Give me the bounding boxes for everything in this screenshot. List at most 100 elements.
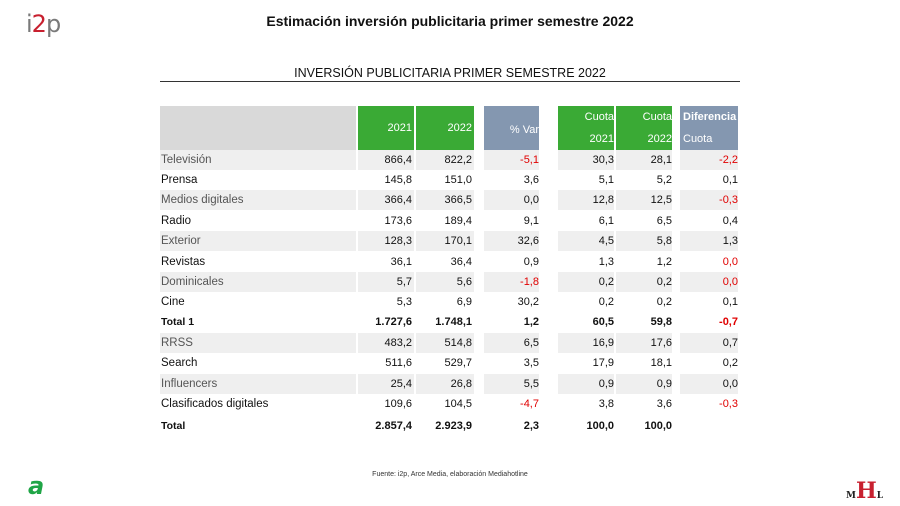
row-shade <box>416 374 474 394</box>
cell-2021: 173,6 <box>384 215 412 227</box>
cell-dif: 0,2 <box>722 357 738 369</box>
header-dif-block <box>680 106 738 150</box>
cell-2021: 25,4 <box>390 378 412 390</box>
cell-cuota2021: 0,9 <box>598 378 614 390</box>
cell-var: 2,3 <box>523 420 539 432</box>
row-label: Influencers <box>161 378 218 390</box>
row-shade <box>616 150 672 170</box>
cell-2022: 36,4 <box>450 256 472 268</box>
cell-var: 9,1 <box>523 215 539 227</box>
cell-cuota2022: 5,2 <box>656 174 672 186</box>
cell-dif: 0,0 <box>722 276 738 288</box>
row-shade <box>680 333 738 353</box>
row-label: Prensa <box>161 174 198 186</box>
row-shade <box>558 333 614 353</box>
cell-var: 1,2 <box>523 316 539 328</box>
row-label: Radio <box>161 215 192 227</box>
cell-cuota2021: 12,8 <box>592 194 614 206</box>
cell-var: -5,1 <box>520 154 539 166</box>
header-dif-sub: Cuota <box>683 133 713 145</box>
cell-2022: 514,8 <box>444 337 472 349</box>
cell-dif: 0,1 <box>722 174 738 186</box>
row-label: Cine <box>161 296 185 308</box>
cell-cuota2022: 5,8 <box>656 235 672 247</box>
row-shade <box>616 374 672 394</box>
cell-cuota2022: 0,9 <box>656 378 672 390</box>
cell-cuota2022: 3,6 <box>656 398 672 410</box>
cell-2022: 366,5 <box>444 194 472 206</box>
cell-cuota2022: 0,2 <box>656 296 672 308</box>
row-shade <box>484 374 539 394</box>
row-shade <box>616 272 672 292</box>
row-shade <box>484 150 539 170</box>
cell-cuota2022: 100,0 <box>644 420 672 432</box>
row-label: Clasificados digitales <box>161 398 269 410</box>
row-shade <box>160 231 356 251</box>
header-cuota2022-year: 2022 <box>647 133 672 145</box>
cell-2021: 5,7 <box>396 276 412 288</box>
cell-cuota2021: 5,1 <box>598 174 614 186</box>
i2p-logo: i2p <box>26 10 61 38</box>
cell-cuota2022: 12,5 <box>650 194 672 206</box>
arce-media-logo: a <box>28 472 45 500</box>
cell-dif: -0,3 <box>719 194 738 206</box>
cell-dif: 0,1 <box>722 296 738 308</box>
cell-cuota2021: 0,2 <box>598 276 614 288</box>
cell-cuota2021: 30,3 <box>592 154 614 166</box>
cell-dif: -0,7 <box>719 316 738 328</box>
row-label: RRSS <box>161 337 193 349</box>
cell-2021: 145,8 <box>384 174 412 186</box>
header-2021: 2021 <box>387 122 412 134</box>
page-title: Estimación inversión publicitaria primer… <box>266 13 634 29</box>
row-shade <box>558 190 614 210</box>
header-cuota2021-year: 2021 <box>589 133 614 145</box>
cell-var: 3,6 <box>523 174 539 186</box>
row-shade <box>616 333 672 353</box>
row-label: Exterior <box>161 235 201 247</box>
row-shade <box>680 374 738 394</box>
row-shade <box>680 231 738 251</box>
cell-2021: 366,4 <box>384 194 412 206</box>
cell-2021: 1.727,6 <box>375 316 412 328</box>
row-shade <box>358 190 414 210</box>
title-rule <box>160 81 740 82</box>
cell-cuota2022: 59,8 <box>650 316 672 328</box>
cell-2021: 36,1 <box>390 256 412 268</box>
header-cuota2022-block <box>616 106 672 150</box>
row-shade <box>484 272 539 292</box>
cell-dif: -2,2 <box>719 154 738 166</box>
row-shade <box>558 272 614 292</box>
cell-cuota2021: 60,5 <box>592 316 614 328</box>
cell-2022: 104,5 <box>444 398 472 410</box>
cell-var: -1,8 <box>520 276 539 288</box>
header-cuota2021: Cuota <box>584 111 614 123</box>
header-dif: Diferencia <box>683 111 737 123</box>
cell-cuota2022: 28,1 <box>650 154 672 166</box>
cell-2021: 483,2 <box>384 337 412 349</box>
header-label-block <box>160 106 356 150</box>
row-shade <box>358 374 414 394</box>
row-shade <box>160 374 356 394</box>
cell-cuota2021: 1,3 <box>598 256 614 268</box>
cell-var: 32,6 <box>517 235 539 247</box>
row-shade <box>616 190 672 210</box>
row-shade <box>558 231 614 251</box>
cell-2022: 151,0 <box>444 174 472 186</box>
cell-2021: 109,6 <box>384 398 412 410</box>
row-label: Total 1 <box>161 316 195 328</box>
cell-2022: 1.748,1 <box>435 316 472 328</box>
row-shade <box>680 150 738 170</box>
row-label: Total <box>161 420 186 432</box>
cell-cuota2022: 18,1 <box>650 357 672 369</box>
row-shade <box>416 272 474 292</box>
cell-2021: 511,6 <box>385 357 412 369</box>
cell-cuota2022: 6,5 <box>656 215 672 227</box>
cell-2022: 170,1 <box>444 235 472 247</box>
row-label: Revistas <box>161 256 206 268</box>
header-cuota2021-block <box>558 106 614 150</box>
cell-2022: 5,6 <box>456 276 472 288</box>
cell-2021: 128,3 <box>384 235 412 247</box>
cell-cuota2021: 17,9 <box>592 357 614 369</box>
cell-dif: 0,4 <box>722 215 738 227</box>
cell-cuota2021: 4,5 <box>598 235 614 247</box>
